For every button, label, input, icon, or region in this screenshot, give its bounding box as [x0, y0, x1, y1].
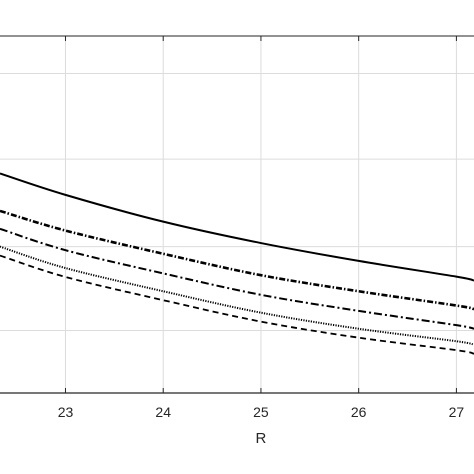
x-axis-label: R	[256, 430, 267, 447]
x-tick-label-23: 23	[58, 404, 74, 420]
x-tick-labels: 23 24 25 26 27	[58, 404, 465, 420]
series-group	[0, 172, 474, 355]
x-tick-label-25: 25	[253, 404, 269, 420]
series-line-5-dashed	[0, 254, 474, 355]
series-line-3-dashdot	[0, 227, 474, 330]
x-tick-label-26: 26	[351, 404, 367, 420]
x-tick-label-24: 24	[155, 404, 171, 420]
series-line-2-dashdot-dense	[0, 209, 474, 311]
grid-lines	[0, 36, 474, 393]
axes	[0, 35, 474, 394]
x-tick-label-27: 27	[449, 404, 465, 420]
series-line-1-solid	[0, 172, 474, 282]
